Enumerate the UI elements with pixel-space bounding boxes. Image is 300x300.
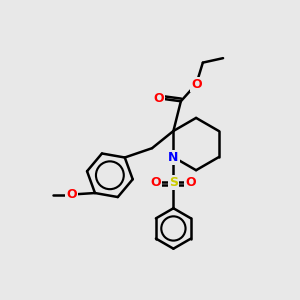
Text: O: O	[153, 92, 164, 105]
Text: N: N	[168, 151, 178, 164]
Text: O: O	[151, 176, 161, 189]
Text: O: O	[185, 176, 196, 189]
Text: O: O	[67, 188, 77, 201]
Text: O: O	[191, 77, 202, 91]
Text: S: S	[169, 176, 178, 189]
